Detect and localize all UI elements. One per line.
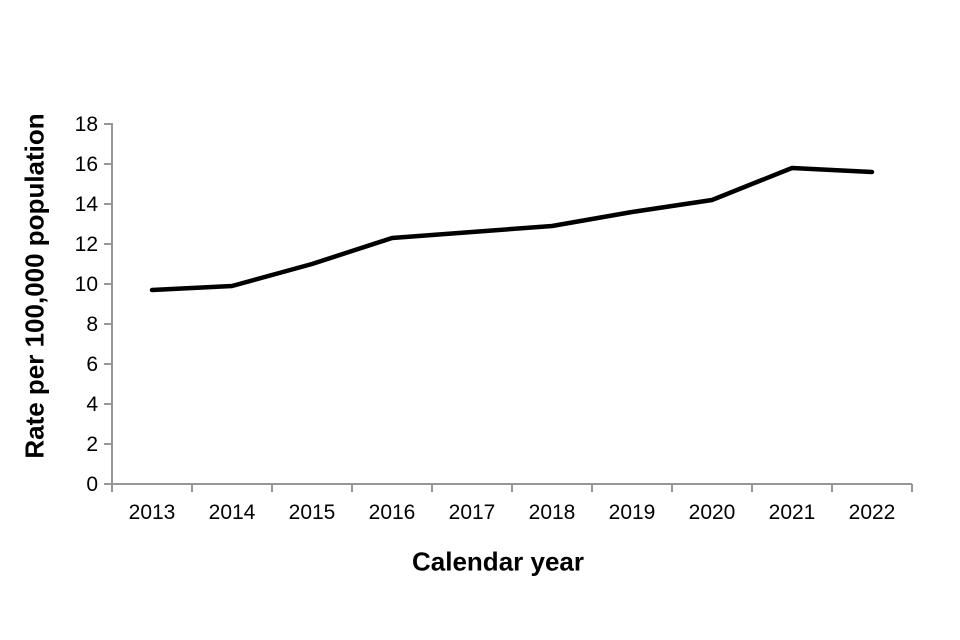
x-tick-label: 2018 xyxy=(529,501,576,524)
x-tick-label: 2017 xyxy=(449,501,496,524)
x-tick-label: 2022 xyxy=(849,501,896,524)
y-tick-label: 10 xyxy=(75,273,98,296)
x-tick-label: 2019 xyxy=(609,501,656,524)
y-axis-title: Rate per 100,000 population xyxy=(19,113,50,459)
y-tick-label: 12 xyxy=(75,233,98,256)
y-tick-label: 18 xyxy=(75,113,98,136)
x-tick-label: 2014 xyxy=(209,501,256,524)
data-series-line xyxy=(149,165,875,293)
y-tick-label: 0 xyxy=(86,473,98,496)
x-tick-label: 2021 xyxy=(769,501,816,524)
x-tick-label: 2015 xyxy=(289,501,336,524)
y-tick-label: 6 xyxy=(86,353,98,376)
x-tick-label: 2020 xyxy=(689,501,736,524)
y-tick-label: 4 xyxy=(86,393,98,416)
y-tick-label: 16 xyxy=(75,153,98,176)
y-tick-label: 2 xyxy=(86,433,98,456)
x-tick-label: 2016 xyxy=(369,501,416,524)
x-tick-label: 2013 xyxy=(129,501,176,524)
x-axis-title: Calendar year xyxy=(412,546,584,577)
y-tick-label: 14 xyxy=(75,193,99,216)
y-tick-label: 8 xyxy=(86,313,98,336)
